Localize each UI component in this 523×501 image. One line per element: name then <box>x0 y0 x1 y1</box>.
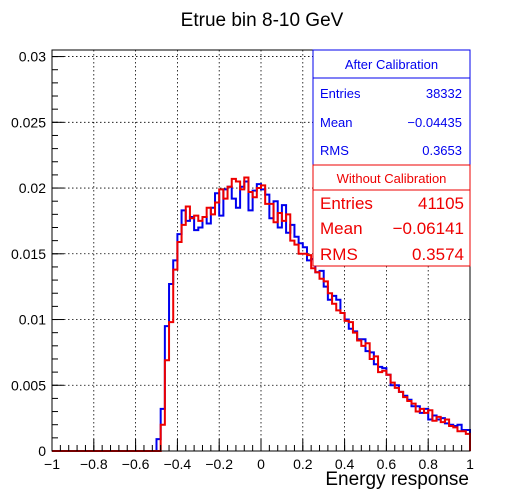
stats-without-entries-label: Entries <box>320 194 373 213</box>
y-tick-label: 0.025 <box>11 114 46 130</box>
x-tick-label: 0.6 <box>377 456 397 472</box>
x-tick-labels: −1 −0.8 −0.6 −0.4 −0.2 0 0.2 0.4 0.6 0.8 1 <box>44 456 474 472</box>
stats-box-after: After Calibration Entries 38332 Mean −0.… <box>312 49 471 166</box>
stats-without-header: Without Calibration <box>337 171 447 186</box>
x-tick-label: −0.4 <box>164 456 192 472</box>
stats-without-entries-value: 41105 <box>418 194 464 213</box>
y-tick-label: 0.015 <box>11 246 46 262</box>
stats-without-rms-label: RMS <box>320 245 358 264</box>
stats-after-mean-label: Mean <box>320 115 353 130</box>
axis-ticks <box>51 56 471 452</box>
stats-box-after-frame <box>312 49 471 166</box>
x-axis-label: Energy response <box>325 469 469 490</box>
x-tick-label: 0.4 <box>335 456 355 472</box>
stats-without-mean-label: Mean <box>320 219 363 238</box>
y-tick-label: 0.03 <box>19 49 46 65</box>
stats-after-rms-value: 0.3653 <box>422 143 462 158</box>
x-tick-label: −1 <box>44 456 60 472</box>
stats-box-without-frame <box>312 164 471 267</box>
x-tick-label: 1 <box>466 456 474 472</box>
y-tick-label: 0 <box>38 443 46 459</box>
series-layer <box>52 176 471 452</box>
y-tick-label: 0.02 <box>19 180 46 196</box>
stats-box-without: Without Calibration Entries 41105 Mean −… <box>312 164 471 267</box>
y-tick-label: 0.005 <box>11 377 46 393</box>
stats-without-mean-value: −0.06141 <box>393 219 464 238</box>
x-tick-label: −0.2 <box>205 456 233 472</box>
x-tick-label: 0.2 <box>293 456 313 472</box>
x-tick-label: 0.8 <box>418 456 438 472</box>
stats-after-header: After Calibration <box>345 57 438 72</box>
series-without-calibration-line <box>52 176 471 452</box>
stats-after-rms-label: RMS <box>320 143 349 158</box>
stats-after-entries-value: 38332 <box>426 86 462 101</box>
stats-without-rms-value: 0.3574 <box>412 245 464 264</box>
y-tick-label: 0.01 <box>19 312 46 328</box>
chart-title: Etrue bin 8-10 GeV <box>181 10 344 31</box>
stats-after-entries-label: Entries <box>320 86 361 101</box>
x-tick-label: 0 <box>257 456 265 472</box>
stats-after-mean-value: −0.04435 <box>407 115 462 130</box>
x-tick-label: −0.6 <box>122 456 150 472</box>
y-tick-labels: 0 0.005 0.01 0.015 0.02 0.025 0.03 <box>11 49 46 459</box>
x-tick-label: −0.8 <box>80 456 108 472</box>
